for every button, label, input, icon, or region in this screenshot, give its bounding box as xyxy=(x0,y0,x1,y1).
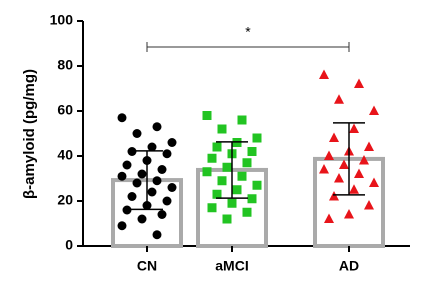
data-point xyxy=(252,180,262,190)
data-point xyxy=(202,167,212,177)
x-tick-label: CN xyxy=(137,258,157,274)
data-point xyxy=(329,191,339,201)
data-point xyxy=(162,149,172,159)
data-point xyxy=(242,207,252,217)
data-point xyxy=(152,176,162,186)
significance-label: * xyxy=(245,24,251,40)
data-point xyxy=(217,176,227,186)
y-tick-label: 40 xyxy=(57,147,73,163)
data-point xyxy=(137,214,147,224)
data-point xyxy=(152,122,162,132)
data-point xyxy=(334,173,344,183)
y-tick-label: 100 xyxy=(50,12,74,28)
data-point xyxy=(354,168,364,178)
data-point xyxy=(369,105,379,115)
y-tick-label: 80 xyxy=(57,57,73,73)
data-point xyxy=(157,210,167,219)
data-point xyxy=(349,184,359,194)
data-point xyxy=(132,178,142,188)
data-point xyxy=(359,155,369,165)
data-point xyxy=(329,132,339,142)
data-point xyxy=(319,69,329,79)
data-point xyxy=(339,159,349,169)
data-point xyxy=(364,141,374,151)
y-axis-label: β-amyloid (pg/mg) xyxy=(21,69,38,199)
data-point xyxy=(222,162,232,172)
data-point xyxy=(349,123,359,133)
data-point xyxy=(247,194,257,204)
data-point xyxy=(212,189,222,199)
data-point xyxy=(117,113,127,123)
data-point xyxy=(122,205,132,215)
data-point xyxy=(227,198,237,208)
data-point xyxy=(147,187,157,197)
data-point xyxy=(157,165,167,174)
data-point xyxy=(222,214,232,224)
data-point xyxy=(354,78,364,88)
data-point xyxy=(252,133,262,143)
data-point xyxy=(117,221,127,231)
data-point xyxy=(162,196,172,206)
data-point xyxy=(147,142,157,152)
data-point xyxy=(132,129,142,138)
data-point xyxy=(167,183,177,192)
data-point xyxy=(324,213,334,223)
data-point xyxy=(237,115,247,125)
y-tick-label: 20 xyxy=(57,192,73,208)
data-point xyxy=(242,158,252,168)
data-point xyxy=(319,164,329,174)
data-point xyxy=(369,177,379,187)
x-tick-label: aMCI xyxy=(215,258,248,274)
data-point xyxy=(237,171,247,181)
data-point xyxy=(364,200,374,210)
x-tick-label: AD xyxy=(339,258,359,274)
data-point xyxy=(334,94,344,104)
data-point xyxy=(152,230,162,240)
data-point xyxy=(122,160,132,170)
y-tick-label: 60 xyxy=(57,102,73,118)
data-point xyxy=(207,203,217,213)
data-point xyxy=(324,150,334,160)
data-point xyxy=(207,153,217,163)
data-point xyxy=(217,124,227,134)
data-point xyxy=(167,138,177,147)
data-point xyxy=(117,171,127,181)
data-point xyxy=(247,147,257,156)
data-point xyxy=(127,192,137,201)
data-point xyxy=(137,169,147,179)
data-point xyxy=(212,142,222,152)
data-point xyxy=(344,209,354,219)
data-point xyxy=(232,185,242,195)
data-point xyxy=(202,111,212,120)
y-tick-label: 0 xyxy=(65,237,73,253)
